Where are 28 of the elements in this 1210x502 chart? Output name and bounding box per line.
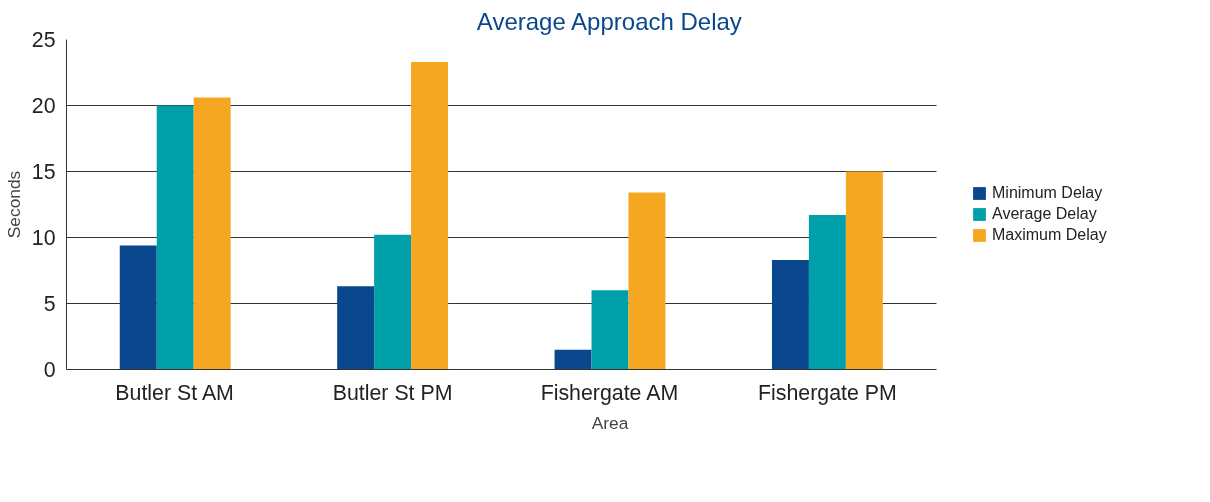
y-tick-label: 10 xyxy=(31,226,56,250)
legend-label: Average Delay xyxy=(992,205,1097,223)
x-axis-title: Area xyxy=(591,412,629,433)
bar xyxy=(374,234,412,370)
bar xyxy=(628,192,666,370)
bar xyxy=(411,61,449,370)
bar xyxy=(119,245,157,370)
bar xyxy=(808,215,846,370)
x-tick-label: Butler St AM xyxy=(115,380,234,405)
x-tick-label: Fishergate PM xyxy=(758,380,897,405)
x-tick-label: Butler St PM xyxy=(332,380,453,405)
y-axis-title: Seconds xyxy=(3,170,24,239)
y-tick-label: 5 xyxy=(43,292,56,316)
bar xyxy=(156,105,194,370)
bar xyxy=(771,259,809,370)
legend-label: Minimum Delay xyxy=(992,184,1103,202)
bar xyxy=(591,290,629,370)
chart-title: Average Approach Delay xyxy=(476,7,742,35)
bar xyxy=(337,286,375,370)
y-tick-label: 15 xyxy=(31,160,56,184)
legend-label: Maximum Delay xyxy=(992,226,1107,244)
y-tick-label: 0 xyxy=(43,358,56,382)
bar xyxy=(554,349,592,370)
x-tick-label: Fishergate AM xyxy=(540,380,679,405)
y-tick-label: 20 xyxy=(31,94,56,118)
bar xyxy=(845,171,883,370)
bar xyxy=(193,97,231,370)
y-tick-label: 25 xyxy=(31,28,56,52)
